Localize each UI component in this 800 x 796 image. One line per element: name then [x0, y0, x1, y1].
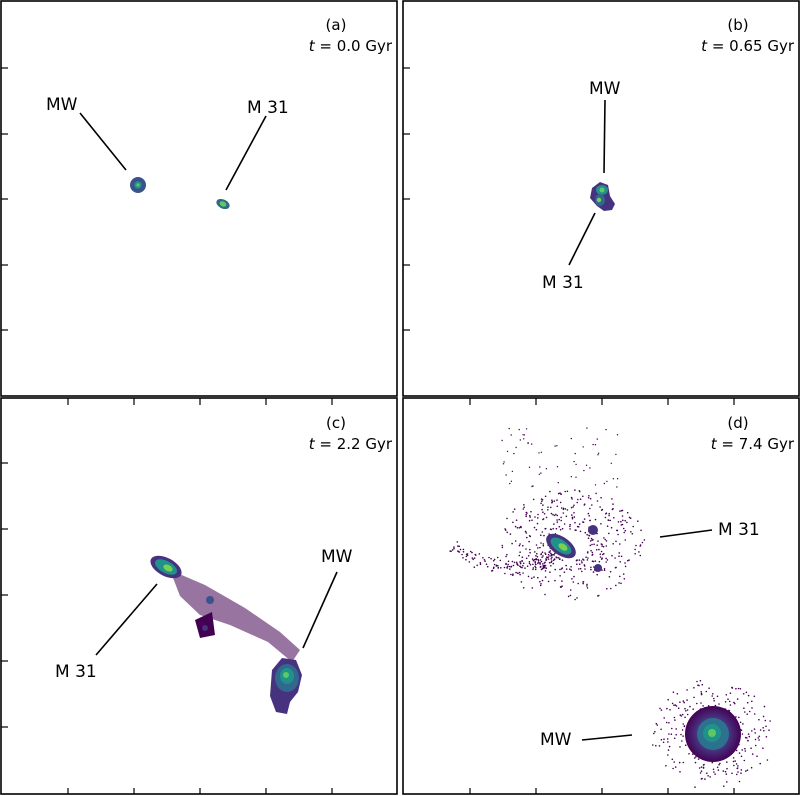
- panel-d: (d) t = 7.4 Gyr M 31 MW: [402, 397, 800, 795]
- panel-b: (b) t = 0.65 Gyr MW M 31: [402, 0, 800, 397]
- panel-d-time: t = 7.4 Gyr: [711, 435, 795, 453]
- panel-a-galaxy-mw: [130, 177, 146, 193]
- panel-c-time: t = 2.2 Gyr: [309, 435, 393, 453]
- panel-c-tidal-bridge: [170, 570, 300, 662]
- panel-c-label: (c): [326, 414, 346, 432]
- panel-a-label-m31: M 31: [247, 98, 289, 118]
- panel-b-ticks: [403, 67, 410, 331]
- panel-d-leader-mw: [581, 734, 633, 741]
- panel-b-leader-m31: [568, 212, 596, 266]
- panel-b-time-var: t: [701, 37, 708, 55]
- panel-d-time-value: = 7.4 Gyr: [717, 435, 795, 453]
- panel-c: (c) t = 2.2 Gyr M 31 MW: [0, 397, 398, 795]
- panel-c-leader-m31: [95, 583, 158, 656]
- panel-b-label: (b): [727, 16, 748, 34]
- panel-c-ticks: [1, 398, 333, 794]
- panel-d-ticks: [469, 398, 735, 794]
- panel-a-galaxy-m31: [216, 198, 230, 210]
- panel-a: (a) t = 0.0 Gyr MW M 31: [0, 0, 398, 397]
- panel-d-label-mw: MW: [540, 730, 572, 750]
- panel-c-label-mw: MW: [321, 547, 353, 567]
- panel-d-time-var: t: [711, 435, 718, 453]
- panel-c-time-var: t: [309, 435, 316, 453]
- panel-a-leader-mw: [79, 112, 127, 171]
- panel-d-galaxy-mw: [652, 679, 771, 788]
- panel-c-time-value: = 2.2 Gyr: [315, 435, 393, 453]
- panel-a-time: t = 0.0 Gyr: [309, 37, 393, 55]
- panel-d-galaxy-m31: [449, 427, 646, 601]
- panel-a-ticks: [1, 67, 8, 331]
- panel-d-label-m31: M 31: [718, 520, 760, 540]
- panel-a-label-mw: MW: [46, 95, 78, 115]
- panel-b-time-value: = 0.65 Gyr: [707, 37, 795, 55]
- panel-c-galaxy-mw: [270, 658, 302, 714]
- panel-b-time: t = 0.65 Gyr: [701, 37, 795, 55]
- panel-a-label: (a): [326, 16, 347, 34]
- panel-c-label-m31: M 31: [55, 662, 97, 682]
- panel-d-leader-m31: [659, 529, 713, 538]
- panel-a-time-var: t: [309, 37, 316, 55]
- panel-d-label: (d): [727, 414, 748, 432]
- panel-b-label-m31: M 31: [542, 273, 584, 293]
- panel-c-galaxy-m31: [150, 555, 182, 579]
- panel-c-leader-mw: [302, 571, 338, 649]
- panel-b-merging-galaxies: [590, 182, 615, 211]
- panel-b-label-mw: MW: [589, 79, 621, 99]
- panel-a-leader-m31: [225, 115, 267, 191]
- panel-a-time-value: = 0.0 Gyr: [315, 37, 393, 55]
- panel-a-frame: [0, 0, 398, 397]
- panel-b-leader-mw: [603, 99, 606, 174]
